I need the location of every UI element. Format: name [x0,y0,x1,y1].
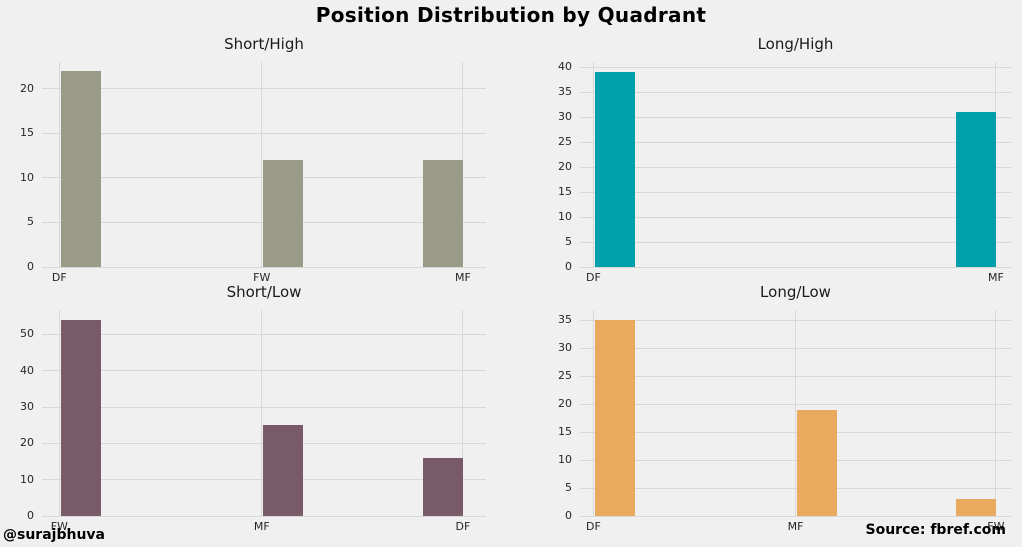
y-tick-label: 10 [558,453,572,467]
bar-long-low-mf [797,409,837,516]
y-gridline [580,515,1011,517]
bar-short-high-mf [422,160,463,267]
subplot-title-long-low: Long/Low [760,283,831,301]
y-tick-label: 30 [20,400,34,413]
y-tick-label: 40 [20,363,34,377]
subplot-title-short-low: Short/Low [226,283,302,301]
y-tick-label: 15 [558,425,572,439]
x-tick-label: MF [454,271,471,284]
x-tick-label: MF [253,520,270,533]
subplot-short-low: Short/Low 0 10 20 30 40 50 FW MF DF [20,283,486,533]
y-tick-label: 20 [20,81,34,95]
y-tick-label: 40 [558,60,572,73]
chart-main-title: Position Distribution by Quadrant [315,3,707,27]
x-gridline [261,62,263,267]
y-gridline [42,266,486,268]
subplot-long-high: Long/High 0 5 10 15 20 25 30 35 40 DF MF [558,35,1011,284]
y-tick-label: 5 [565,481,572,494]
y-tick-label: 25 [558,369,572,383]
y-gridline [580,216,1011,218]
credit-handle: @surajbhuva [3,527,105,543]
y-tick-label: 35 [558,313,572,327]
y-tick-label: 30 [558,110,572,123]
x-tick-label: FW [253,271,271,284]
y-tick-label: 5 [27,215,34,229]
y-tick-label: 0 [565,260,572,273]
bar-short-low-df [422,457,463,516]
x-gridline [995,62,997,267]
y-gridline [580,91,1011,93]
y-tick-label: 10 [20,472,34,486]
subplot-title-short-high: Short/High [224,35,304,53]
x-tick-label: MF [787,520,804,533]
y-tick-label: 10 [20,170,34,184]
y-gridline [580,266,1011,268]
x-gridline [592,310,594,516]
y-gridline [42,88,486,90]
y-tick-label: 20 [20,436,34,450]
subplot-long-low: Long/Low 0 5 10 15 20 25 30 35 DF MF FW [558,283,1011,533]
y-tick-label: 0 [565,509,572,522]
bar-long-low-fw [955,499,996,516]
bar-short-high-fw [263,160,304,267]
y-gridline [580,191,1011,193]
y-tick-label: 0 [27,509,34,522]
y-tick-label: 35 [558,85,572,98]
x-tick-label: FW [50,520,68,533]
bar-short-low-fw [60,319,101,516]
x-gridline [58,310,60,516]
y-gridline [580,66,1011,68]
y-tick-label: 25 [558,135,572,148]
y-tick-label: 5 [565,235,572,248]
y-tick-label: 20 [558,160,572,173]
y-gridline [42,333,486,335]
y-gridline [580,241,1011,243]
x-gridline [995,310,997,516]
x-tick-label: DF [455,520,471,533]
bar-long-high-df [594,72,635,267]
y-gridline [580,166,1011,168]
y-tick-label: 30 [558,341,572,355]
bar-long-low-df [594,320,635,516]
x-tick-label: DF [585,520,601,533]
y-tick-label: 15 [20,126,34,140]
x-gridline [58,62,60,267]
x-tick-label: DF [51,271,67,284]
bar-short-high-df [60,70,101,267]
subplot-title-long-high: Long/High [757,35,834,53]
x-tick-label: MF [987,271,1004,284]
source-credit: Source: fbref.com [865,522,1007,538]
x-gridline [795,310,796,516]
subplot-short-high: Short/High 0 5 10 15 20 DF FW MF [20,35,486,284]
y-tick-label: 20 [558,397,572,411]
y-gridline [580,116,1011,118]
x-gridline [462,310,464,516]
y-tick-label: 15 [558,185,572,198]
x-gridline [462,62,464,267]
y-gridline [42,370,486,372]
y-gridline [42,132,486,134]
bar-long-high-mf [955,112,996,267]
x-gridline [261,310,263,516]
y-gridline [42,406,486,408]
bar-short-low-mf [263,425,304,516]
x-tick-label: FW [987,520,1005,533]
y-tick-label: 50 [20,327,34,341]
y-gridline [42,515,486,517]
y-gridline [580,141,1011,143]
y-tick-label: 10 [558,210,572,223]
y-tick-label: 0 [27,260,34,273]
x-gridline [592,62,594,267]
x-tick-label: DF [585,271,601,284]
